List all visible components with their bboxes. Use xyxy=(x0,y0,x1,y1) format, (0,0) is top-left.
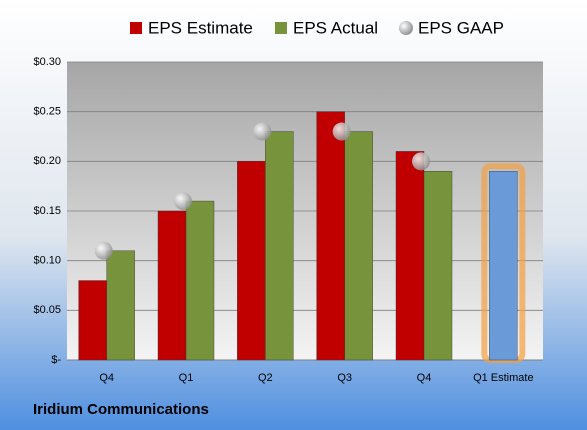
legend-label: EPS Estimate xyxy=(148,18,253,37)
x-tick-label: Q2 xyxy=(258,372,273,384)
x-tick-label: Q1 Estimate xyxy=(473,372,534,384)
bar xyxy=(157,210,187,361)
gaap-marker xyxy=(332,122,351,141)
y-tick-label: $- xyxy=(51,354,61,366)
bar xyxy=(265,131,294,361)
bar xyxy=(423,171,453,361)
bar xyxy=(344,131,373,361)
gaap-marker xyxy=(174,192,192,211)
x-tick-label: Q1 xyxy=(179,372,194,384)
gaap-marker xyxy=(94,241,113,260)
y-tick-label: $0.20 xyxy=(33,155,61,167)
y-tick-label: $0.25 xyxy=(33,106,61,118)
y-tick-label: $0.30 xyxy=(33,56,61,68)
x-tick-label: Q3 xyxy=(337,372,352,384)
legend-marker xyxy=(275,22,287,34)
gaap-marker xyxy=(253,122,272,141)
bar xyxy=(395,151,425,361)
legend-label: EPS GAAP xyxy=(418,18,504,37)
bar xyxy=(237,161,266,361)
bar xyxy=(106,250,135,361)
gaap-marker xyxy=(412,152,430,171)
y-tick-label: $0.15 xyxy=(33,205,61,217)
legend-marker xyxy=(399,21,413,35)
bar xyxy=(489,171,518,361)
bar xyxy=(78,280,107,361)
bar xyxy=(185,200,215,361)
x-tick-label: Q4 xyxy=(99,372,114,384)
legend-label: EPS Actual xyxy=(293,18,378,37)
x-tick-label: Q4 xyxy=(417,372,432,384)
y-tick-label: $0.05 xyxy=(33,304,61,316)
legend-marker xyxy=(130,22,142,34)
y-tick-label: $0.10 xyxy=(33,255,61,267)
chart-title: Iridium Communications xyxy=(33,401,209,418)
bar xyxy=(316,111,345,361)
